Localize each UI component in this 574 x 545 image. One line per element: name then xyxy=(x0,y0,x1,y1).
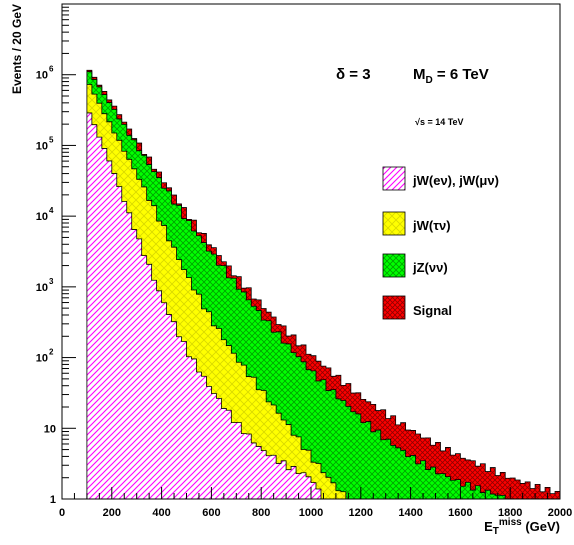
legend-label-signal: Signal xyxy=(413,303,452,318)
y-tick-exponent: 2 xyxy=(49,348,54,357)
delta-annotation: δ = 3 xyxy=(336,66,371,83)
y-tick-label: 10 xyxy=(36,353,48,365)
series-area-jw-enu-munu xyxy=(86,112,324,499)
sqrts-annotation: √s = 14 TeV xyxy=(415,117,464,127)
y-tick-label: 10 xyxy=(36,70,48,82)
y-tick-exponent: 3 xyxy=(49,277,54,286)
y-tick-exponent: 5 xyxy=(49,135,54,144)
legend-label-jw-taunu: jW(τν) xyxy=(412,218,451,233)
legend-swatch-jz-nunu xyxy=(382,253,406,278)
x-tick-label: 600 xyxy=(202,507,220,519)
x-axis-label: ETmiss (GeV) xyxy=(484,517,560,537)
legend-swatch-jw-taunu xyxy=(382,211,406,236)
legend-label-jw-enu-munu: jW(eν), jW(μν) xyxy=(412,173,499,188)
x-tick-label: 1800 xyxy=(498,507,522,519)
y-tick-label: 10 xyxy=(36,282,48,294)
x-tick-label: 0 xyxy=(59,507,65,519)
x-tick-label: 800 xyxy=(252,507,270,519)
x-tick-label: 2000 xyxy=(548,507,572,519)
x-tick-label: 200 xyxy=(103,507,121,519)
legend: jW(eν), jW(μν) jW(τν) jZ(νν) Signal xyxy=(382,166,499,320)
x-axis: 0 200 400 600 800 1000 1200 1400 1600 1800 2000 xyxy=(59,487,572,519)
y-tick-label: 10 xyxy=(36,140,48,152)
y-tick-label: 10 xyxy=(44,423,56,435)
x-tick-label: 400 xyxy=(152,507,170,519)
x-tick-label: 1200 xyxy=(349,507,373,519)
y-tick-exponent: 4 xyxy=(49,206,54,215)
y-tick-label: 10 xyxy=(36,211,48,223)
y-axis-label: Events / 20 GeV xyxy=(10,4,24,94)
x-tick-label: 1000 xyxy=(299,507,323,519)
md-annotation: MD = 6 TeV xyxy=(413,66,489,86)
x-tick-label: 1600 xyxy=(448,507,472,519)
y-tick-exponent: 6 xyxy=(49,65,54,74)
legend-label-jz-nunu: jZ(νν) xyxy=(412,260,448,275)
legend-swatch-jw-enu-munu xyxy=(382,166,406,191)
y-tick-label: 1 xyxy=(50,494,56,506)
x-tick-label: 1400 xyxy=(398,507,422,519)
legend-swatch-signal xyxy=(382,295,406,320)
